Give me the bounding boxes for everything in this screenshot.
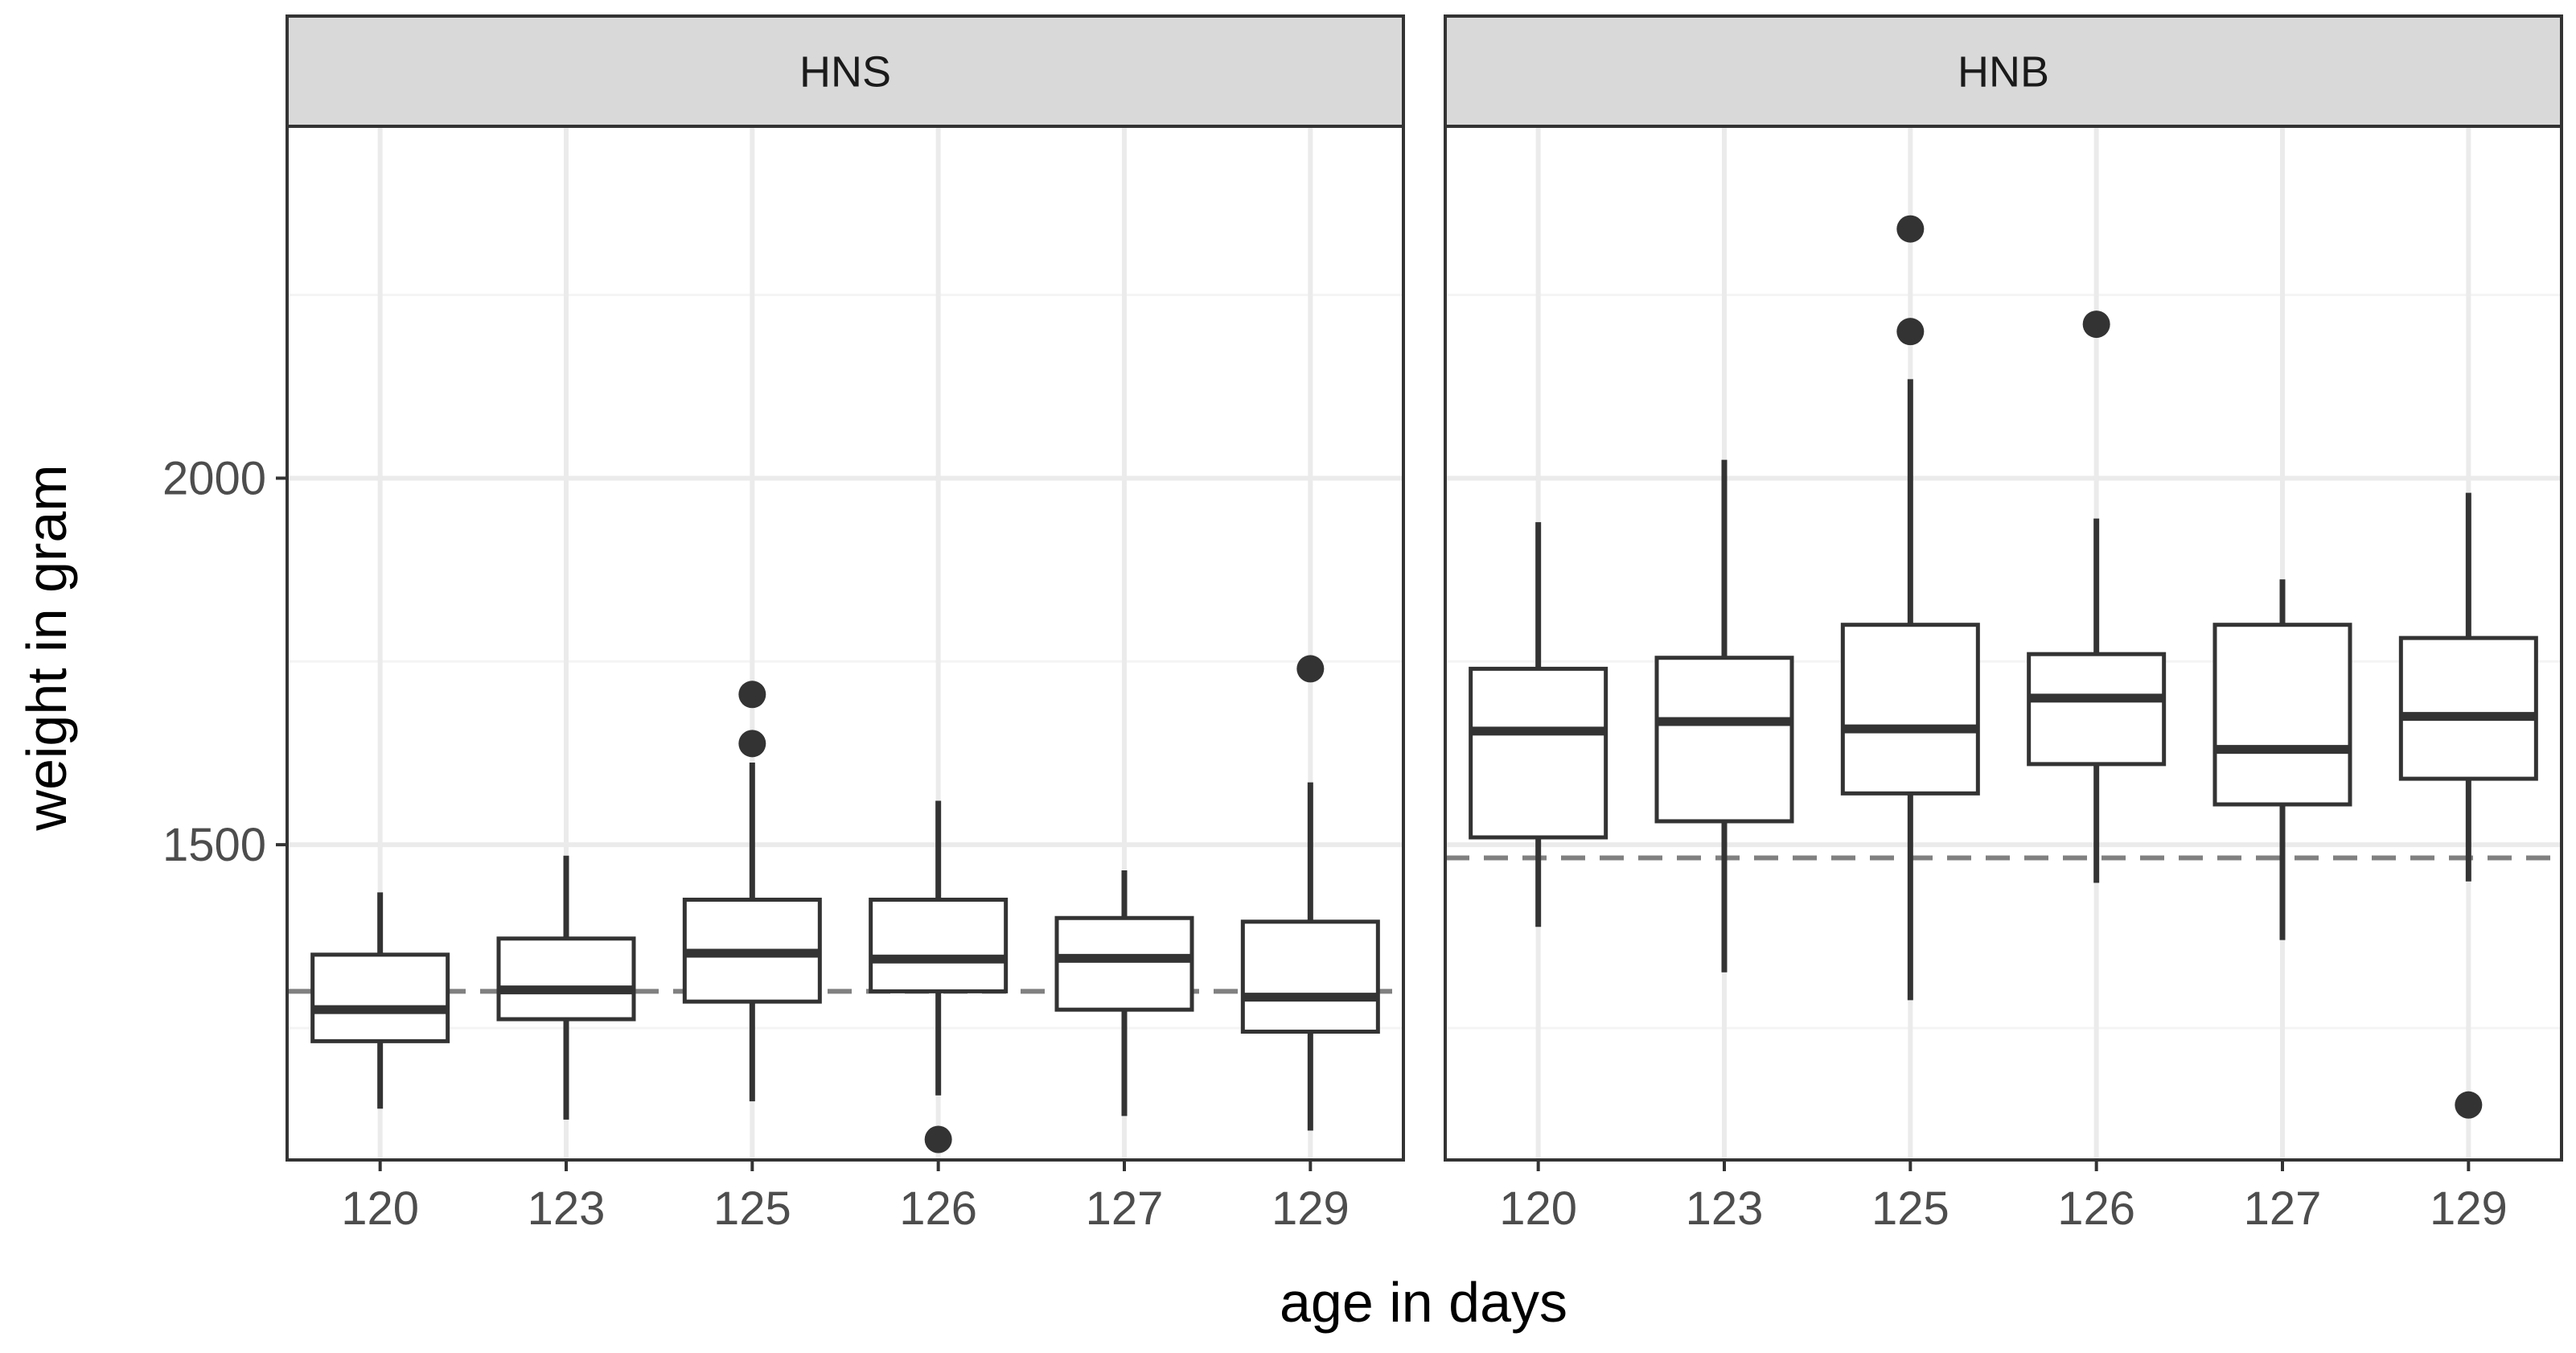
box-hns-129 [1240, 655, 1380, 1131]
facet-strip [1444, 14, 2563, 128]
x-tick-label: 123 [528, 1182, 606, 1235]
box-iqr [1840, 623, 1980, 796]
box-iqr [1054, 915, 1194, 1012]
box-hns-120 [310, 892, 450, 1109]
y-axis-title: weight in gram [15, 464, 78, 831]
box-iqr [869, 897, 1009, 993]
outlier-point [738, 730, 766, 758]
box-hnb-127 [2212, 579, 2352, 940]
box-hnb-123 [1654, 459, 1794, 973]
box-hns-125 [682, 681, 822, 1102]
outlier-point [738, 681, 766, 709]
outlier-point [1896, 215, 1925, 243]
x-tick-label: 129 [2430, 1182, 2508, 1235]
box-hnb-129 [2398, 492, 2538, 1119]
x-tick-label: 127 [2244, 1182, 2322, 1235]
x-tick-label: 123 [1686, 1182, 1764, 1235]
y-tick-label: 2000 [162, 452, 266, 504]
panel-hns: HNS 120 123 125 126 127 129 [286, 14, 1405, 1235]
box-hnb-125 [1840, 215, 1980, 1001]
box-iqr [496, 936, 636, 1022]
x-tick-label: 125 [713, 1182, 791, 1235]
x-tick-label: 125 [1871, 1182, 1949, 1235]
facet-strip-label: HNB [1958, 48, 2049, 97]
panel-background [287, 126, 1403, 1160]
outlier-point [2082, 310, 2110, 339]
box-hns-127 [1054, 870, 1194, 1117]
box-hns-126 [869, 800, 1009, 1154]
box-hnb-120 [1469, 522, 1608, 927]
box-iqr [2398, 635, 2538, 781]
box-iqr [2212, 623, 2352, 807]
box-iqr [1654, 656, 1794, 824]
outlier-point [1896, 318, 1925, 346]
panel-background [1445, 126, 2562, 1160]
box-iqr [310, 952, 450, 1043]
outlier-point [2455, 1091, 2483, 1119]
y-tick-label: 1500 [162, 819, 266, 871]
x-tick-label: 126 [899, 1182, 977, 1235]
x-axis-title: age in days [1280, 1271, 1567, 1334]
box-iqr [2027, 652, 2167, 767]
box-hnb-126 [2027, 310, 2167, 883]
box-hns-123 [496, 855, 636, 1120]
outlier-point [1296, 655, 1325, 683]
box-iqr [1469, 666, 1608, 840]
outlier-point [924, 1125, 952, 1154]
x-tick-label: 120 [1499, 1182, 1577, 1235]
x-tick-label: 126 [2057, 1182, 2135, 1235]
box-iqr [1240, 919, 1380, 1034]
x-tick-label: 127 [1086, 1182, 1164, 1235]
facet-strip-label: HNS [799, 48, 891, 97]
x-tick-label: 129 [1272, 1182, 1350, 1235]
x-tick-label: 120 [341, 1182, 419, 1235]
panel-hnb: HNB 120 123 125 126 127 129 [1444, 14, 2563, 1235]
facet-strip [286, 14, 1405, 128]
